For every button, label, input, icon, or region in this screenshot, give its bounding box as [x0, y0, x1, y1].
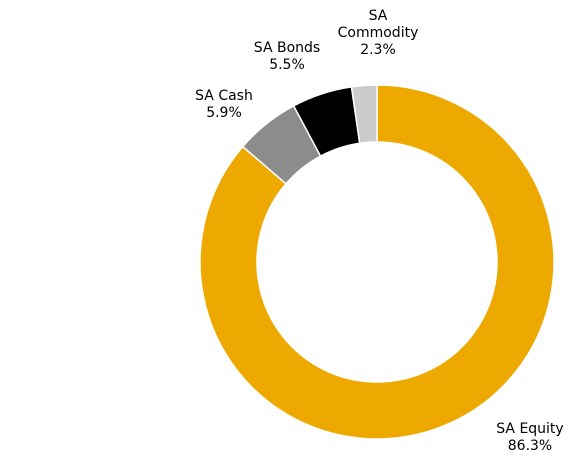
slice-sa-equity — [199, 84, 555, 440]
data-label-sa-cash: SA Cash 5.9% — [195, 88, 253, 121]
data-label-line: 86.3% — [508, 438, 552, 454]
data-label-sa-commodity: SA Commodity 2.3% — [338, 8, 419, 58]
data-label-line: SA — [369, 8, 388, 24]
labels-layer: SA Equity 86.3%SA Cash 5.9%SA Bonds 5.5%SA C… — [195, 8, 564, 454]
data-label-line: Commodity — [338, 25, 419, 41]
data-label-line: SA Bonds — [254, 40, 320, 56]
data-label-line: SA Cash — [195, 88, 253, 104]
data-label-sa-equity: SA Equity 86.3% — [496, 421, 563, 454]
data-label-sa-bonds: SA Bonds 5.5% — [254, 40, 320, 73]
data-label-line: 2.3% — [360, 42, 396, 58]
slice-sa-commodity — [350, 84, 378, 145]
data-label-line: 5.5% — [269, 57, 305, 73]
data-label-line: SA Equity — [496, 421, 563, 437]
data-label-line: 5.9% — [206, 105, 242, 121]
slices-layer — [199, 84, 555, 440]
